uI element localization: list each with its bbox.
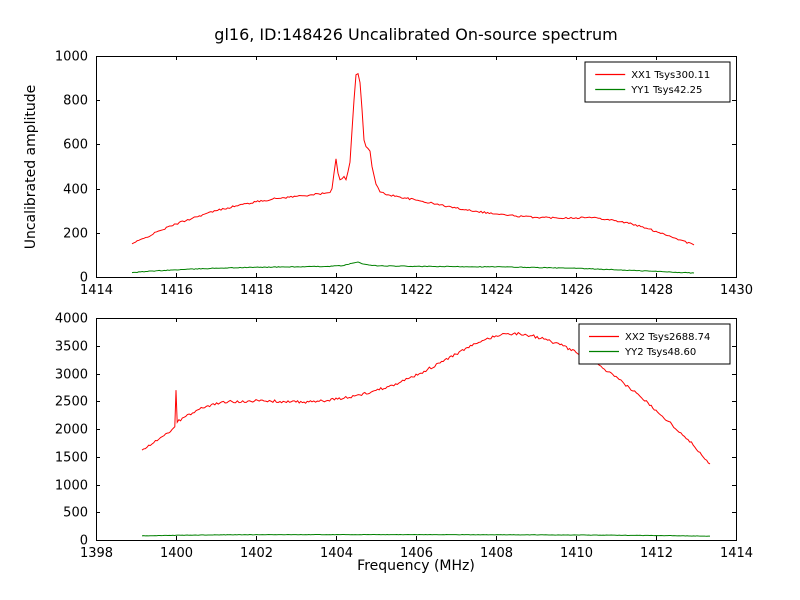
y-tick-label: 1000	[55, 50, 88, 65]
chart-title: gl16, ID:148426 Uncalibrated On-source s…	[214, 25, 618, 44]
x-tick-label: 1412	[640, 546, 673, 561]
x-tick-label: 1398	[80, 546, 113, 561]
subplot-1: 1414 1416 1418 1420 1422 1424 1426 1428 1430 0 200…	[55, 50, 753, 299]
series-line-yy1	[131, 261, 695, 274]
series-line-xx2	[141, 331, 711, 465]
y-tick-label: 200	[63, 227, 88, 242]
y-tick-label: 400	[63, 183, 88, 198]
y-tick-label: 3000	[55, 368, 88, 383]
y-tick-label: 1000	[55, 479, 88, 494]
y-tick-label: 1500	[55, 451, 88, 466]
legend-label: XX1 Tsys300.11	[631, 70, 710, 81]
x-tick-label: 1404	[320, 546, 353, 561]
x-tick-label: 1420	[320, 283, 353, 298]
x-tick-label: 1408	[480, 546, 513, 561]
y-tick-label: 0	[80, 271, 88, 286]
y-tick-label: 3500	[55, 340, 88, 355]
x-tick-label: 1414	[720, 546, 753, 561]
legend-box	[578, 323, 731, 365]
legend-label: YY1 Tsys42.25	[630, 85, 702, 96]
legend-box	[584, 61, 731, 103]
axes-frame	[96, 318, 737, 541]
y-tick-label: 0	[80, 534, 88, 549]
x-tick-label: 1422	[400, 283, 433, 298]
y-tick-label: 4000	[55, 312, 88, 327]
x-tick-label: 1416	[160, 283, 193, 298]
y-tick-label: 2500	[55, 395, 88, 410]
x-axis-label: Frequency (MHz)	[357, 558, 475, 574]
x-tick-label: 1400	[160, 546, 193, 561]
x-tick-label: 1414	[80, 283, 113, 298]
x-tick-label: 1430	[720, 283, 753, 298]
x-tick-label: 1406	[400, 546, 433, 561]
y-tick-label: 2000	[55, 423, 88, 438]
y-tick-label: 500	[63, 506, 88, 521]
series-line-yy2	[141, 533, 711, 537]
x-tick-label: 1402	[240, 546, 273, 561]
x-tick-label: 1428	[640, 283, 673, 298]
subplot-2: 1398 1400 1402 1404 1406 1408 1410 1412 1414 0 500…	[55, 312, 753, 562]
x-tick-label: 1410	[560, 546, 593, 561]
y-tick-label: 800	[63, 94, 88, 109]
x-tick-label: 1426	[560, 283, 593, 298]
axes-frame	[96, 56, 737, 278]
y-axis-label: Uncalibrated amplitude	[23, 84, 39, 250]
y-tick-label: 600	[63, 138, 88, 153]
x-tick-label: 1424	[480, 283, 513, 298]
legend-label: XX2 Tsys2688.74	[625, 332, 710, 343]
legend-label: YY2 Tsys48.60	[624, 347, 696, 358]
x-tick-label: 1418	[240, 283, 273, 298]
series-line-xx1	[131, 72, 695, 246]
